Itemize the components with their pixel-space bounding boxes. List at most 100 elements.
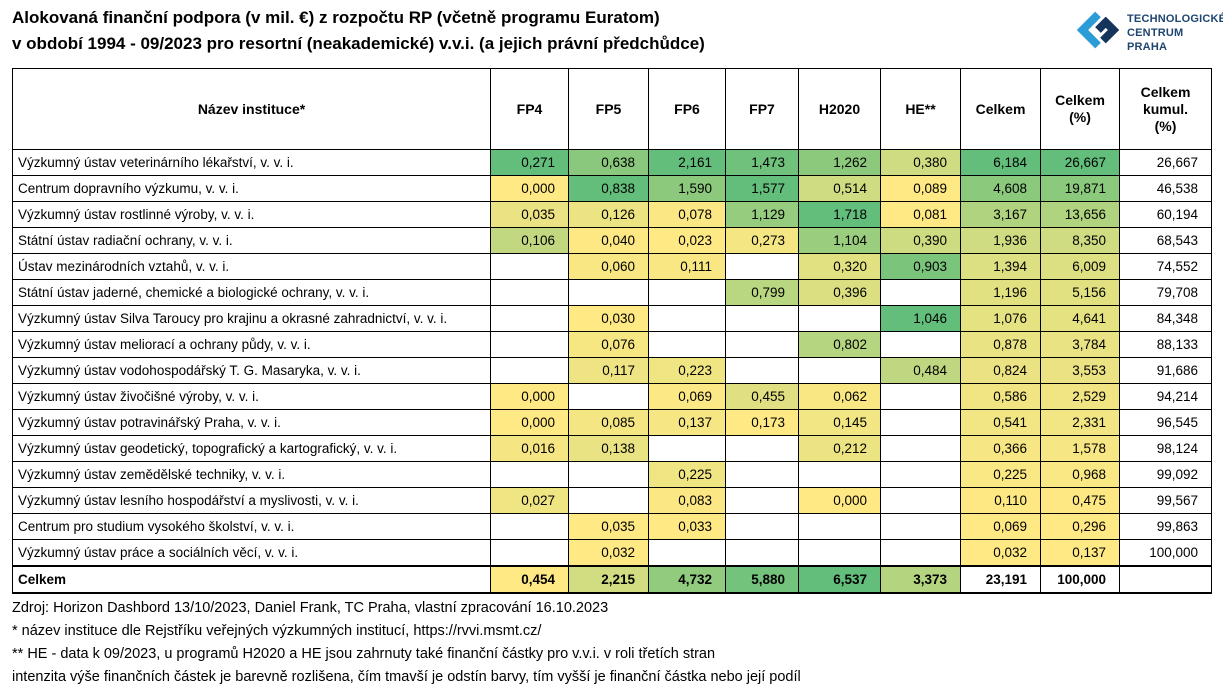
cell-celkem_pct: 0,296 <box>1040 513 1120 540</box>
total-cell-fp6: 4,732 <box>648 564 726 594</box>
cell-fp4: 0,271 <box>490 149 569 176</box>
cell-celkem: 1,394 <box>960 253 1041 280</box>
cell-fp7 <box>725 305 799 332</box>
cell-fp6: 0,083 <box>648 487 726 514</box>
cell-h2020: 1,718 <box>798 201 881 228</box>
total-cell-celkem_pct: 100,000 <box>1040 564 1120 594</box>
cell-fp5: 0,838 <box>568 175 649 202</box>
cell-fp5 <box>568 279 649 306</box>
cell-institution: Centrum dopravního výzkumu, v. v. i. <box>12 175 491 202</box>
cell-h2020: 0,062 <box>798 383 881 410</box>
cell-fp6 <box>648 279 726 306</box>
table-row: Výzkumný ústav práce a sociálních věcí, … <box>12 539 1212 566</box>
column-header-h2020: H2020 <box>798 68 881 150</box>
cell-institution: Ústav mezinárodních vztahů, v. v. i. <box>12 253 491 280</box>
column-header-he: HE** <box>880 68 961 150</box>
cell-h2020 <box>798 513 881 540</box>
cell-kumul: 74,552 <box>1119 253 1212 280</box>
cell-celkem: 0,366 <box>960 435 1041 462</box>
cell-celkem_pct: 2,331 <box>1040 409 1120 436</box>
column-header-fp6: FP6 <box>648 68 726 150</box>
cell-fp6: 0,069 <box>648 383 726 410</box>
footnote-he-data: ** HE - data k 09/2023, u programů H2020… <box>12 646 716 662</box>
cell-h2020: 0,514 <box>798 175 881 202</box>
cell-h2020 <box>798 539 881 566</box>
table-row: Státní ústav radiační ochrany, v. v. i. 0… <box>12 227 1212 254</box>
cell-h2020: 0,145 <box>798 409 881 436</box>
page-title: Alokovaná finanční podpora (v mil. €) z … <box>12 5 705 57</box>
total-cell-h2020: 6,537 <box>798 564 881 594</box>
cell-h2020: 0,320 <box>798 253 881 280</box>
cell-fp5: 0,035 <box>568 513 649 540</box>
cell-institution: Výzkumný ústav Silva Taroucy pro krajinu… <box>12 305 491 332</box>
cell-kumul: 94,214 <box>1119 383 1212 410</box>
table-row: Výzkumný ústav veterinárního lékařství, … <box>12 149 1212 176</box>
cell-institution: Státní ústav jaderné, chemické a biologi… <box>12 279 491 306</box>
column-header-celkem_pct: Celkem (%) <box>1040 68 1120 150</box>
cell-fp7 <box>725 357 799 384</box>
cell-fp4: 0,027 <box>490 487 569 514</box>
footnote-institution-register: * název instituce dle Rejstříku veřejnýc… <box>12 623 542 639</box>
total-cell-fp7: 5,880 <box>725 564 799 594</box>
cell-institution: Výzkumný ústav lesního hospodářství a my… <box>12 487 491 514</box>
cell-h2020: 1,104 <box>798 227 881 254</box>
cell-fp6: 0,033 <box>648 513 726 540</box>
title-line-2: v období 1994 - 09/2023 pro resortní (ne… <box>12 34 705 53</box>
cell-fp5: 0,138 <box>568 435 649 462</box>
cell-fp7: 0,455 <box>725 383 799 410</box>
cell-celkem: 0,878 <box>960 331 1041 358</box>
cell-fp6: 0,225 <box>648 461 726 488</box>
cell-kumul: 99,092 <box>1119 461 1212 488</box>
cell-kumul: 46,538 <box>1119 175 1212 202</box>
table-row: Výzkumný ústav Silva Taroucy pro krajinu… <box>12 305 1212 332</box>
cell-fp5 <box>568 487 649 514</box>
logo-text-line2: CENTRUM PRAHA <box>1127 26 1184 53</box>
column-header-institution: Název instituce* <box>12 68 491 150</box>
column-header-celkem: Celkem <box>960 68 1041 150</box>
footnotes: Zdroj: Horizon Dashbord 13/10/2023, Dani… <box>12 597 801 689</box>
column-header-fp5: FP5 <box>568 68 649 150</box>
cell-he <box>880 409 961 436</box>
cell-celkem: 0,824 <box>960 357 1041 384</box>
cell-fp4 <box>490 461 569 488</box>
tc-praha-logo: TECHNOLOGICKÉ CENTRUM PRAHA <box>1076 8 1223 57</box>
cell-celkem: 0,541 <box>960 409 1041 436</box>
table-row: Výzkumný ústav lesního hospodářství a my… <box>12 487 1212 514</box>
cell-fp4 <box>490 539 569 566</box>
table-row: Výzkumný ústav meliorací a ochrany půdy,… <box>12 331 1212 358</box>
cell-celkem: 1,076 <box>960 305 1041 332</box>
cell-fp7 <box>725 435 799 462</box>
cell-h2020: 0,212 <box>798 435 881 462</box>
table-row: Výzkumný ústav rostlinné výroby, v. v. i… <box>12 201 1212 228</box>
total-cell-kumul <box>1119 564 1212 594</box>
cell-he: 0,390 <box>880 227 961 254</box>
column-header-fp7: FP7 <box>725 68 799 150</box>
cell-h2020 <box>798 461 881 488</box>
cell-institution: Výzkumný ústav meliorací a ochrany půdy,… <box>12 331 491 358</box>
cell-celkem_pct: 0,475 <box>1040 487 1120 514</box>
cell-celkem_pct: 1,578 <box>1040 435 1120 462</box>
cell-fp6 <box>648 331 726 358</box>
cell-celkem_pct: 4,641 <box>1040 305 1120 332</box>
cell-fp7: 0,173 <box>725 409 799 436</box>
cell-he <box>880 461 961 488</box>
cell-celkem_pct: 13,656 <box>1040 201 1120 228</box>
cell-fp5: 0,117 <box>568 357 649 384</box>
cell-fp4: 0,016 <box>490 435 569 462</box>
cell-kumul: 88,133 <box>1119 331 1212 358</box>
cell-h2020: 0,000 <box>798 487 881 514</box>
cell-celkem: 1,196 <box>960 279 1041 306</box>
cell-fp7 <box>725 253 799 280</box>
cell-fp6: 0,137 <box>648 409 726 436</box>
cell-fp4 <box>490 331 569 358</box>
cell-institution: Výzkumný ústav veterinárního lékařství, … <box>12 149 491 176</box>
table-row: Výzkumný ústav geodetický, topografický … <box>12 435 1212 462</box>
cell-fp7: 1,129 <box>725 201 799 228</box>
cell-fp5: 0,638 <box>568 149 649 176</box>
cell-institution: Výzkumný ústav geodetický, topografický … <box>12 435 491 462</box>
column-header-kumul: Celkem kumul. (%) <box>1119 68 1212 150</box>
cell-celkem: 0,586 <box>960 383 1041 410</box>
cell-fp5: 0,032 <box>568 539 649 566</box>
cell-celkem_pct: 0,968 <box>1040 461 1120 488</box>
cell-he <box>880 279 961 306</box>
